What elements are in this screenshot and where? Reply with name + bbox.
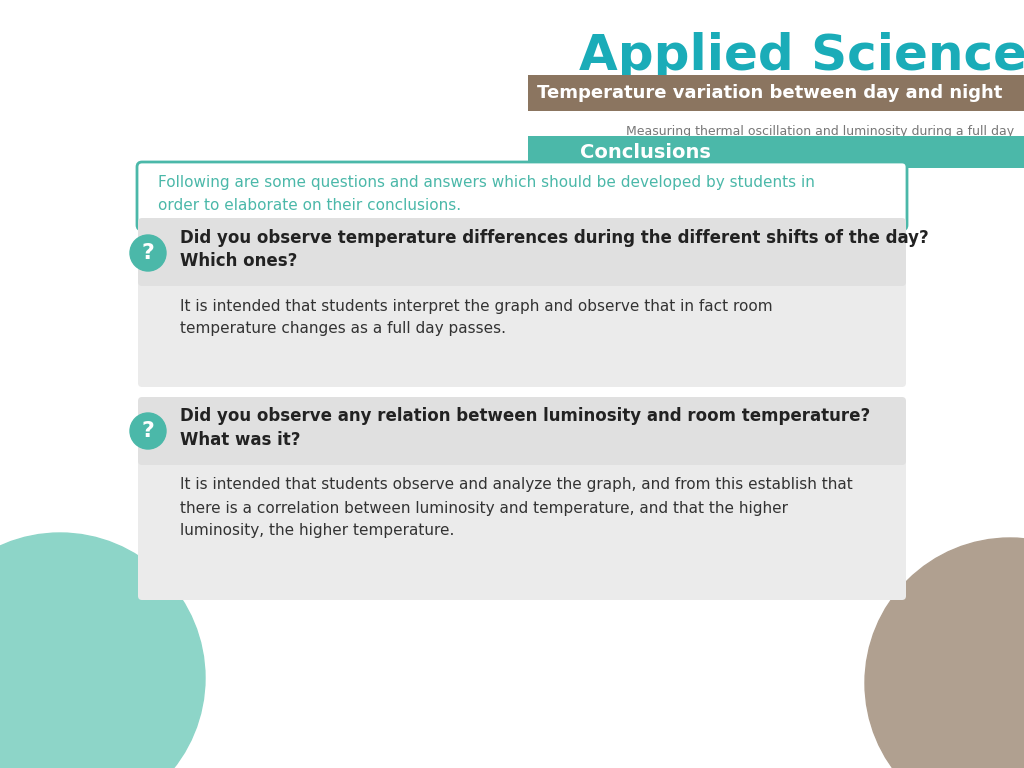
Text: Which ones?: Which ones? [180, 252, 297, 270]
FancyBboxPatch shape [528, 75, 1024, 111]
FancyBboxPatch shape [138, 454, 906, 600]
Text: It is intended that students interpret the graph and observe that in fact room: It is intended that students interpret t… [180, 299, 773, 313]
Circle shape [130, 413, 166, 449]
FancyBboxPatch shape [138, 218, 906, 286]
Circle shape [865, 538, 1024, 768]
Text: Applied Sciences: Applied Sciences [580, 32, 1024, 80]
Text: ?: ? [141, 421, 155, 441]
Text: Did you observe temperature differences during the different shifts of the day?: Did you observe temperature differences … [180, 229, 929, 247]
Text: Temperature variation between day and night: Temperature variation between day and ni… [538, 84, 1002, 102]
FancyBboxPatch shape [137, 162, 907, 230]
Text: Measuring thermal oscillation and luminosity during a full day: Measuring thermal oscillation and lumino… [626, 124, 1014, 137]
FancyBboxPatch shape [138, 275, 906, 387]
Text: luminosity, the higher temperature.: luminosity, the higher temperature. [180, 524, 455, 538]
Text: Following are some questions and answers which should be developed by students i: Following are some questions and answers… [158, 176, 815, 190]
Text: order to elaborate on their conclusions.: order to elaborate on their conclusions. [158, 197, 461, 213]
Text: ?: ? [141, 243, 155, 263]
Text: Conclusions: Conclusions [580, 143, 711, 161]
Text: Did you observe any relation between luminosity and room temperature?: Did you observe any relation between lum… [180, 407, 870, 425]
Text: What was it?: What was it? [180, 431, 300, 449]
Text: there is a correlation between luminosity and temperature, and that the higher: there is a correlation between luminosit… [180, 501, 788, 515]
Text: It is intended that students observe and analyze the graph, and from this establ: It is intended that students observe and… [180, 478, 853, 492]
FancyBboxPatch shape [528, 136, 1024, 168]
Circle shape [0, 533, 205, 768]
Text: temperature changes as a full day passes.: temperature changes as a full day passes… [180, 320, 506, 336]
FancyBboxPatch shape [138, 397, 906, 465]
Circle shape [130, 235, 166, 271]
